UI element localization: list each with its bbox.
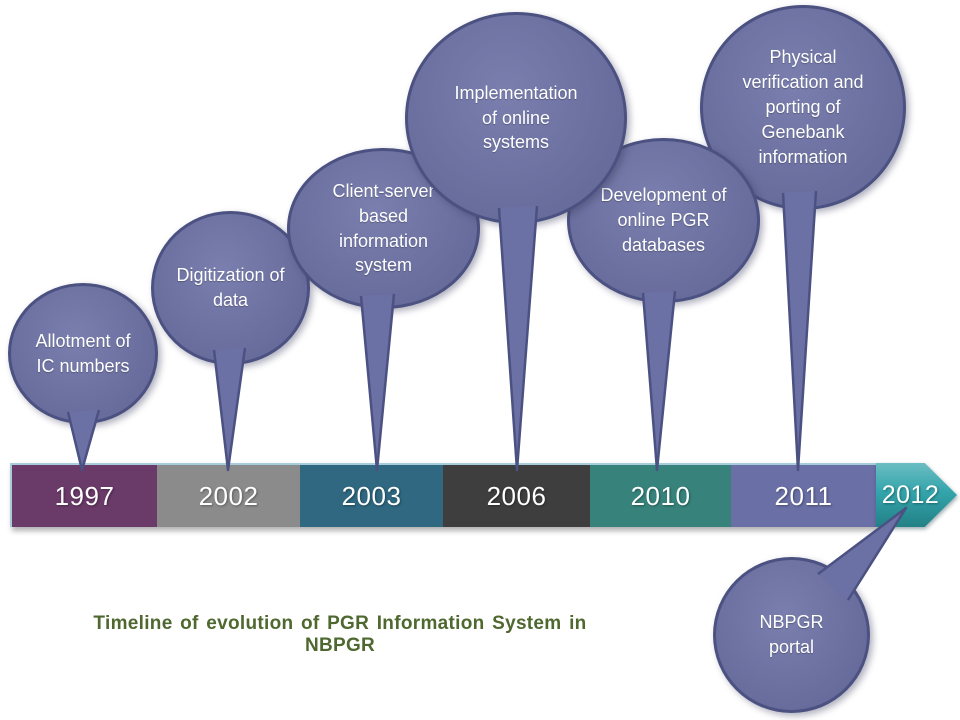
balloon-tail-2010 (641, 290, 677, 472)
balloon-label: NBPGR portal (759, 612, 824, 657)
balloon-label: Physical verification and porting of Gen… (742, 47, 864, 167)
timeline-segment-2003: 2003 (300, 465, 443, 527)
year-label-1997: 1997 (54, 480, 115, 511)
balloon-tail-2006 (497, 205, 539, 472)
timeline-segment-2002: 2002 (157, 465, 300, 527)
timeline-segment-1997: 1997 (12, 465, 157, 527)
balloon-label: Implementation of online systems (454, 82, 578, 153)
balloon-digitization-of-data: Digitization of data (151, 211, 310, 365)
balloon-physical-verification: Physical verification and porting of Gen… (700, 5, 906, 210)
timeline-segment-2006: 2006 (443, 465, 590, 527)
balloon-tail-2011 (781, 190, 818, 472)
slide-caption: Timeline of evolution of PGR Information… (93, 613, 587, 656)
year-label-2006: 2006 (486, 480, 547, 511)
arrow-shape: 2012 (876, 463, 957, 527)
year-label-2011: 2011 (774, 480, 833, 511)
year-label-2003: 2003 (341, 480, 402, 511)
balloon-client-server-system: Client-server based information system (287, 148, 480, 309)
year-label-2002: 2002 (198, 480, 259, 511)
balloon-tail-2002 (212, 347, 247, 472)
timeline-arrow-2012: 2012 (876, 463, 957, 527)
balloon-online-systems-implementation: Implementation of online systems (405, 12, 627, 224)
timeline-segment-2010: 2010 (590, 465, 731, 527)
balloon-allotment-ic-numbers: Allotment of IC numbers (8, 283, 158, 424)
balloon-nbpgr-portal: NBPGR portal (713, 557, 870, 713)
balloon-online-pgr-databases: Development of online PGR databases (567, 138, 760, 303)
year-label-2010: 2010 (630, 480, 691, 511)
balloon-label: Digitization of data (176, 265, 285, 310)
balloon-label: Development of online PGR databases (600, 185, 727, 255)
year-label-2012: 2012 (881, 480, 940, 509)
balloon-tail-2003 (359, 293, 396, 472)
timeline-bar: 1997 2002 2003 2006 2010 2011 (10, 463, 876, 527)
balloon-label: Client-server based information system (332, 180, 435, 276)
timeline-segment-2011: 2011 (731, 465, 876, 527)
balloon-label: Allotment of IC numbers (35, 330, 131, 376)
